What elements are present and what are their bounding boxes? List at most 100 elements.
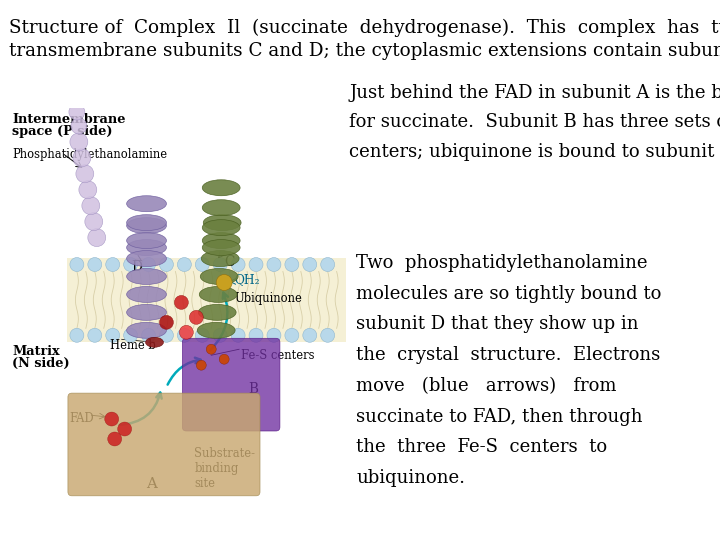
Text: C: C	[224, 254, 235, 268]
Circle shape	[213, 258, 227, 272]
Circle shape	[216, 274, 232, 291]
Text: transmembrane subunits C and D; the cytoplasmic extensions contain subunits A an: transmembrane subunits C and D; the cyto…	[9, 42, 720, 59]
Text: Matrix: Matrix	[12, 345, 60, 358]
Circle shape	[108, 432, 122, 446]
Text: Heme b: Heme b	[109, 339, 156, 352]
Text: for succinate.  Subunit B has three sets of  Fe-S: for succinate. Subunit B has three sets …	[349, 113, 720, 131]
FancyBboxPatch shape	[68, 393, 260, 496]
Circle shape	[285, 328, 299, 342]
Circle shape	[67, 90, 83, 106]
Ellipse shape	[202, 220, 240, 235]
Circle shape	[70, 133, 88, 151]
Circle shape	[174, 295, 189, 309]
Text: B: B	[248, 382, 258, 396]
Ellipse shape	[203, 215, 241, 231]
Ellipse shape	[127, 233, 166, 248]
Ellipse shape	[202, 251, 239, 267]
Ellipse shape	[145, 338, 163, 347]
Circle shape	[195, 258, 210, 272]
Circle shape	[88, 328, 102, 342]
Ellipse shape	[127, 195, 166, 212]
Text: Intermembrane: Intermembrane	[12, 113, 126, 126]
Text: subunit D that they show up in: subunit D that they show up in	[356, 315, 639, 333]
Circle shape	[197, 360, 206, 370]
Ellipse shape	[202, 180, 240, 195]
Ellipse shape	[127, 215, 166, 231]
Ellipse shape	[127, 305, 166, 320]
Circle shape	[303, 328, 317, 342]
Circle shape	[88, 228, 106, 247]
Text: succinate to FAD, then through: succinate to FAD, then through	[356, 408, 643, 426]
Ellipse shape	[200, 268, 238, 285]
Text: QH₂: QH₂	[234, 273, 260, 286]
Text: move   (blue   arrows)   from: move (blue arrows) from	[356, 377, 617, 395]
Text: the  crystal  structure.  Electrons: the crystal structure. Electrons	[356, 346, 661, 364]
Circle shape	[219, 354, 229, 364]
Circle shape	[195, 328, 210, 342]
Ellipse shape	[127, 322, 166, 338]
Circle shape	[76, 165, 94, 183]
Circle shape	[249, 258, 263, 272]
Circle shape	[71, 118, 87, 134]
Text: the  three  Fe-S  centers  to: the three Fe-S centers to	[356, 438, 608, 456]
Circle shape	[106, 258, 120, 272]
Circle shape	[73, 149, 91, 167]
Ellipse shape	[202, 233, 240, 248]
FancyBboxPatch shape	[182, 338, 280, 431]
Ellipse shape	[202, 240, 240, 255]
Ellipse shape	[197, 322, 235, 338]
Text: Fe-S centers: Fe-S centers	[241, 349, 315, 362]
Ellipse shape	[199, 286, 237, 302]
Circle shape	[106, 328, 120, 342]
Text: ubiquinone.: ubiquinone.	[356, 469, 465, 487]
Text: FAD: FAD	[69, 412, 94, 425]
Circle shape	[82, 197, 100, 215]
Ellipse shape	[127, 218, 166, 234]
Circle shape	[85, 213, 103, 231]
Circle shape	[285, 258, 299, 272]
Bar	[67, 258, 346, 342]
Text: A: A	[146, 477, 157, 491]
Circle shape	[124, 328, 138, 342]
Circle shape	[79, 181, 96, 199]
Text: Phosphatidylethanolamine: Phosphatidylethanolamine	[12, 148, 167, 161]
Circle shape	[231, 258, 245, 272]
Text: Structure of  Complex  Il  (succinate  dehydrogenase).  This  complex  has  two: Structure of Complex Il (succinate dehyd…	[9, 19, 720, 37]
Circle shape	[69, 104, 85, 120]
Ellipse shape	[127, 268, 166, 285]
Circle shape	[267, 258, 281, 272]
Circle shape	[177, 258, 192, 272]
Circle shape	[160, 328, 174, 342]
Circle shape	[88, 258, 102, 272]
Ellipse shape	[198, 305, 236, 320]
Text: centers; ubiquinone is bound to subunit B: centers; ubiquinone is bound to subunit …	[349, 143, 720, 161]
Circle shape	[142, 328, 156, 342]
Circle shape	[189, 310, 203, 325]
Ellipse shape	[202, 200, 240, 215]
Ellipse shape	[127, 251, 166, 267]
Circle shape	[70, 258, 84, 272]
Circle shape	[206, 345, 216, 354]
Circle shape	[267, 328, 281, 342]
Circle shape	[177, 328, 192, 342]
Text: Just behind the FAD in subunit A is the binding site: Just behind the FAD in subunit A is the …	[349, 84, 720, 102]
Text: space (P side): space (P side)	[12, 125, 112, 138]
Text: (N side): (N side)	[12, 357, 70, 370]
Circle shape	[303, 258, 317, 272]
Circle shape	[213, 328, 227, 342]
Circle shape	[160, 258, 174, 272]
Circle shape	[117, 422, 132, 436]
Circle shape	[320, 258, 335, 272]
Circle shape	[160, 315, 174, 329]
Circle shape	[179, 325, 193, 339]
Circle shape	[320, 328, 335, 342]
Text: Substrate-
binding
site: Substrate- binding site	[194, 447, 256, 490]
Circle shape	[142, 258, 156, 272]
Circle shape	[249, 328, 263, 342]
Circle shape	[124, 258, 138, 272]
Text: D: D	[132, 260, 143, 274]
Circle shape	[231, 328, 245, 342]
Ellipse shape	[127, 240, 166, 255]
Ellipse shape	[127, 286, 166, 302]
Circle shape	[70, 328, 84, 342]
